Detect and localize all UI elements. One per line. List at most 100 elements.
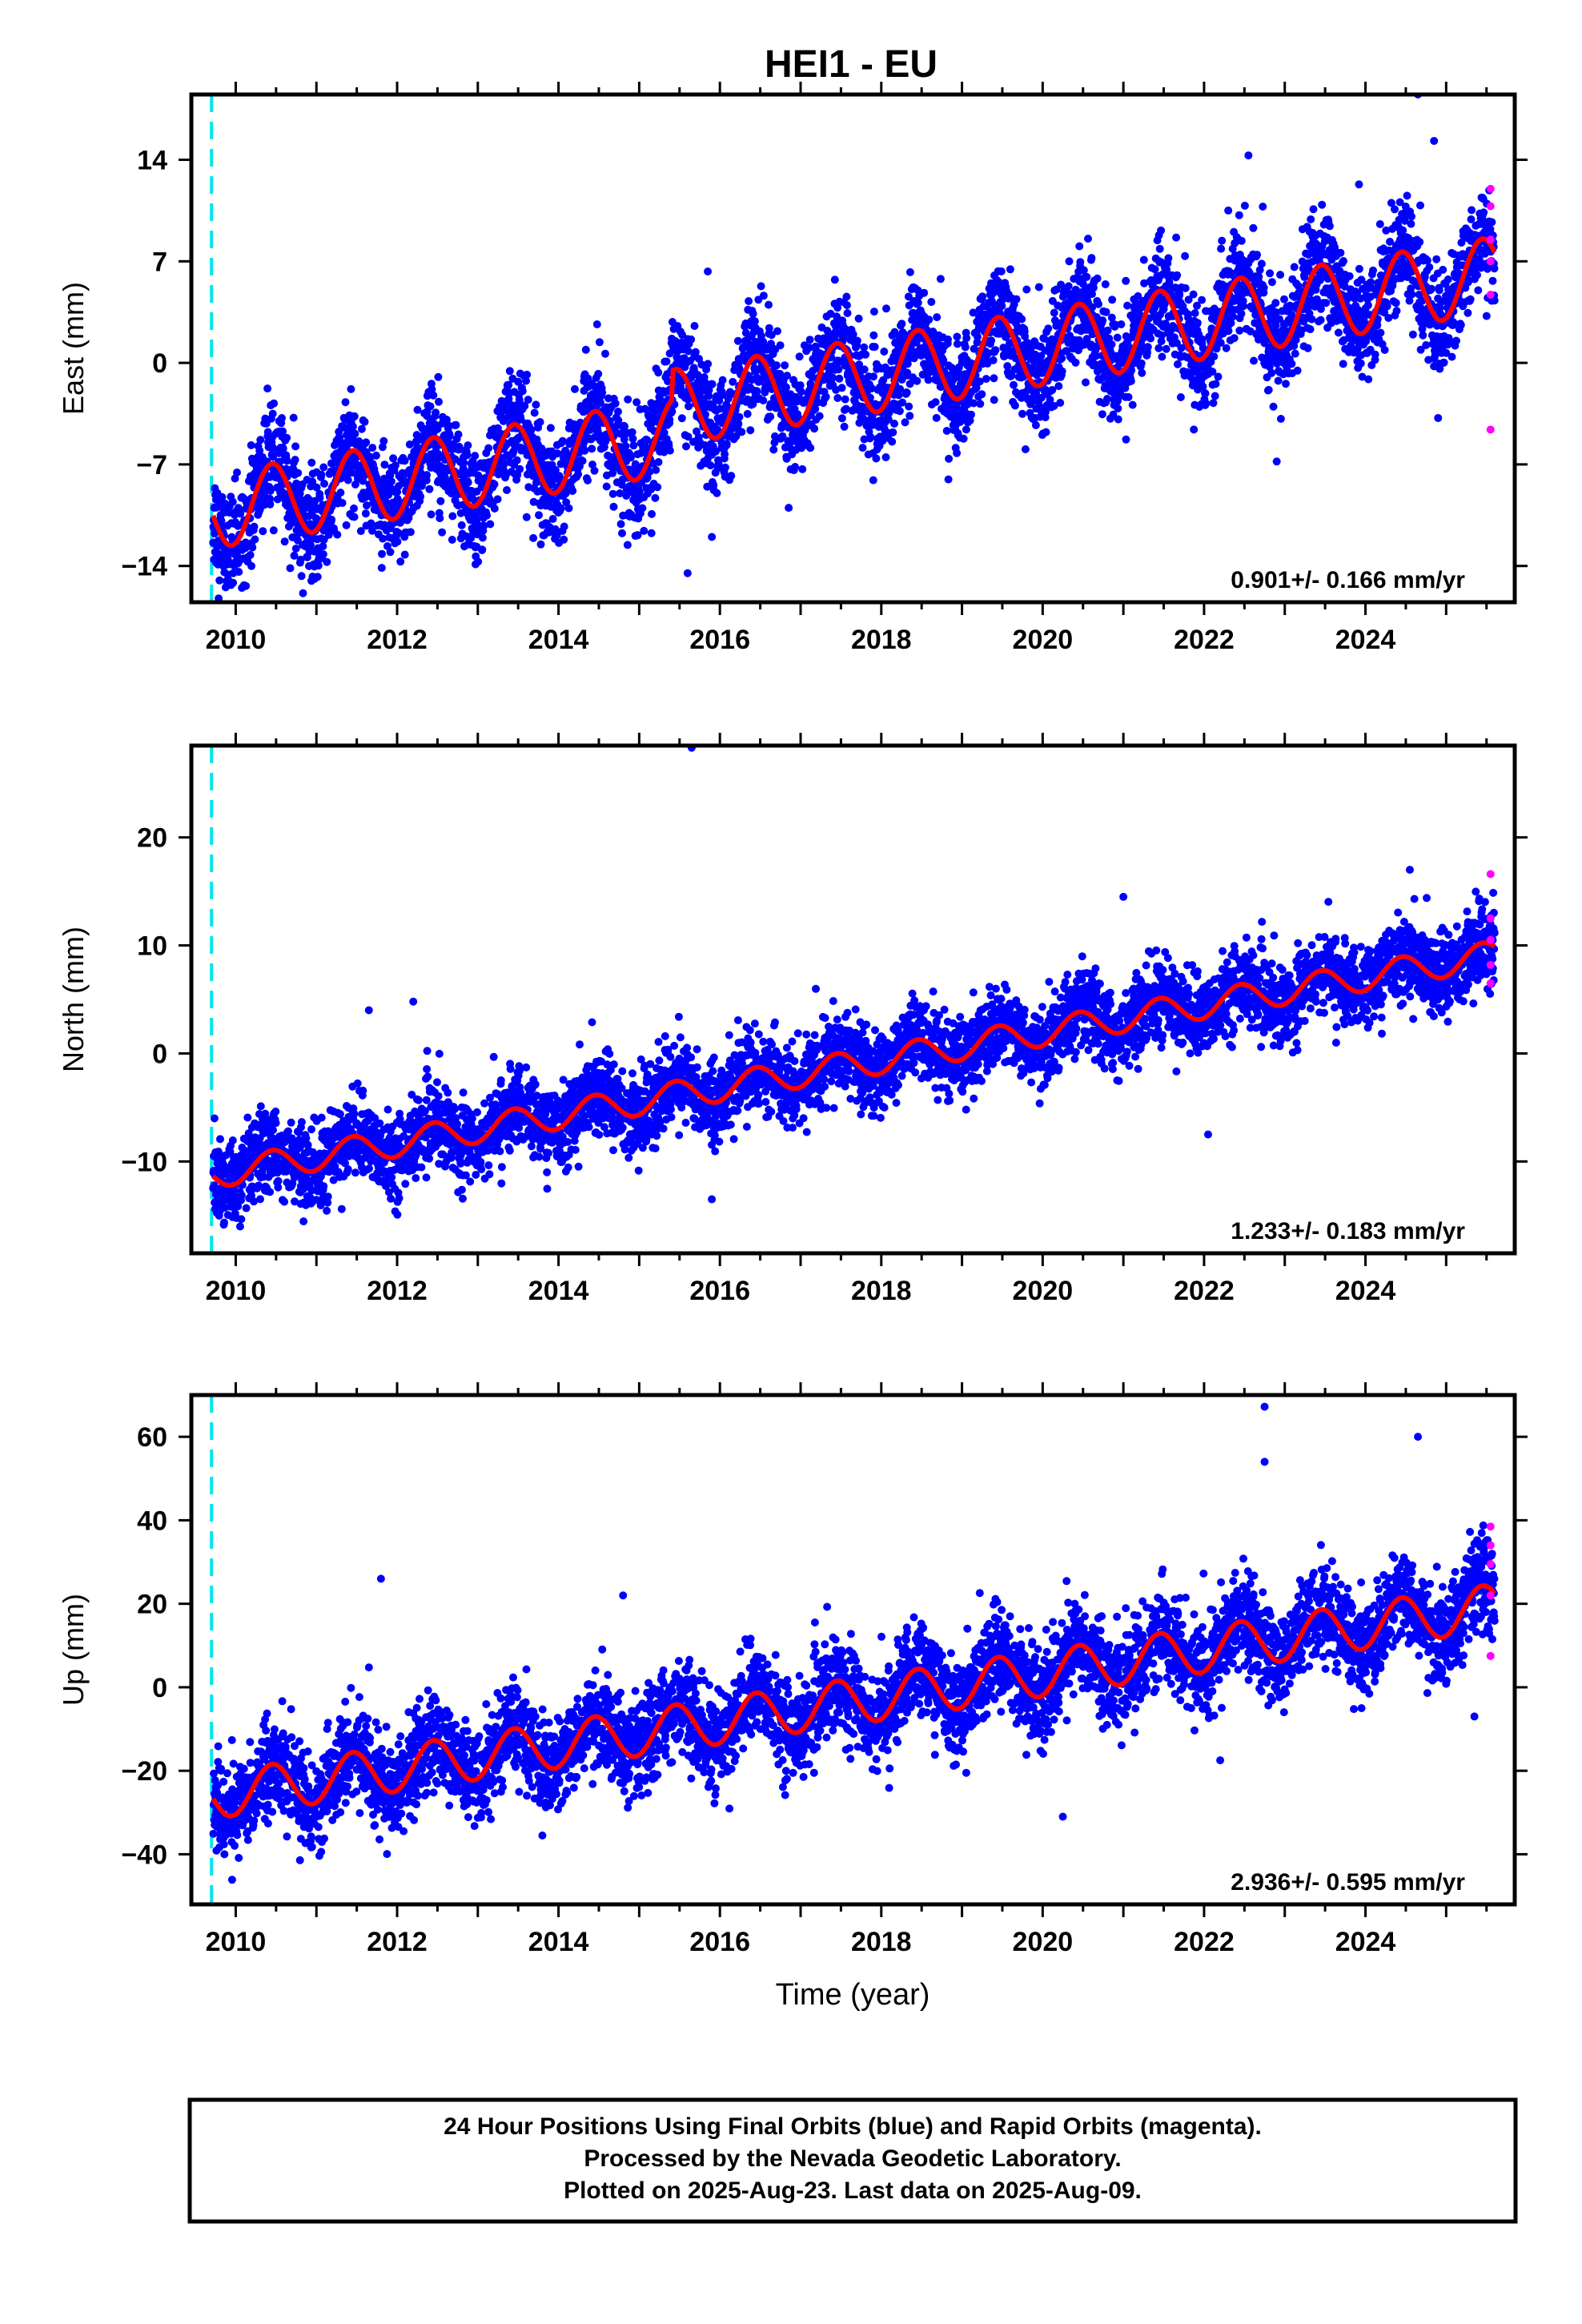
data-point bbox=[307, 458, 316, 467]
data-point bbox=[1363, 301, 1372, 310]
data-point bbox=[1280, 295, 1288, 304]
data-point bbox=[1087, 254, 1096, 263]
data-point bbox=[312, 483, 321, 492]
data-point bbox=[1214, 372, 1223, 381]
data-point bbox=[622, 492, 631, 500]
data-point bbox=[351, 429, 359, 438]
data-point bbox=[1264, 385, 1273, 394]
data-point bbox=[1399, 226, 1407, 235]
data-point bbox=[860, 343, 869, 352]
data-point bbox=[592, 320, 601, 328]
data-point bbox=[1176, 393, 1185, 401]
data-point bbox=[735, 412, 744, 421]
data-point bbox=[1267, 278, 1276, 287]
data-point bbox=[690, 322, 699, 330]
data-point bbox=[654, 458, 663, 466]
data-point bbox=[684, 347, 693, 356]
data-point bbox=[1134, 292, 1142, 300]
data-point bbox=[869, 372, 877, 381]
panels: 2010 2012 2014 2016 2018 2020 2022 20241470−7−1… bbox=[57, 82, 1528, 2012]
data-point bbox=[1193, 301, 1201, 310]
data-point bbox=[323, 557, 331, 566]
data-point bbox=[416, 493, 425, 501]
data-point bbox=[1003, 362, 1012, 371]
data-point bbox=[1249, 223, 1258, 232]
data-point bbox=[889, 428, 897, 436]
data-point bbox=[1174, 360, 1182, 368]
data-point bbox=[1088, 290, 1096, 299]
data-point bbox=[327, 515, 336, 524]
data-point bbox=[473, 514, 481, 523]
data-point bbox=[1427, 284, 1436, 293]
data-point bbox=[532, 400, 540, 409]
data-point bbox=[551, 525, 560, 533]
data-point bbox=[478, 533, 487, 542]
data-point bbox=[1309, 205, 1318, 214]
data-point bbox=[664, 377, 673, 386]
data-point bbox=[806, 444, 815, 452]
data-point bbox=[378, 443, 387, 452]
data-point bbox=[448, 536, 456, 544]
data-point bbox=[246, 551, 255, 559]
data-point bbox=[291, 456, 299, 464]
data-point bbox=[1150, 265, 1159, 274]
data-point bbox=[855, 360, 864, 369]
data-point bbox=[504, 380, 513, 389]
data-point bbox=[347, 384, 355, 393]
data-point bbox=[791, 463, 800, 471]
data-point bbox=[1339, 257, 1347, 265]
data-point bbox=[785, 504, 793, 513]
data-point bbox=[248, 543, 257, 552]
data-point bbox=[975, 377, 984, 386]
data-point bbox=[1439, 358, 1448, 367]
data-point bbox=[766, 400, 775, 408]
data-point bbox=[512, 456, 521, 464]
data-point bbox=[962, 334, 971, 343]
data-point bbox=[279, 427, 287, 436]
data-point bbox=[729, 377, 737, 386]
data-point bbox=[1198, 335, 1207, 344]
data-point bbox=[843, 309, 852, 317]
data-point bbox=[1154, 344, 1163, 352]
data-point bbox=[909, 354, 918, 363]
data-point bbox=[319, 550, 327, 559]
data-point bbox=[1300, 273, 1309, 282]
data-point bbox=[1257, 259, 1266, 268]
data-point bbox=[1435, 286, 1443, 295]
data-point bbox=[357, 424, 366, 433]
data-point bbox=[400, 550, 409, 559]
data-point bbox=[1229, 312, 1237, 321]
data-point bbox=[1364, 375, 1373, 384]
data-point bbox=[897, 320, 906, 328]
data-point bbox=[350, 412, 359, 420]
data-point bbox=[746, 426, 755, 435]
data-point bbox=[1416, 201, 1424, 210]
data-point bbox=[1276, 415, 1285, 423]
data-point bbox=[727, 472, 736, 480]
data-point bbox=[1048, 386, 1057, 394]
data-point bbox=[269, 526, 278, 535]
data-point bbox=[665, 415, 674, 424]
data-point bbox=[1122, 276, 1130, 285]
data-point bbox=[1375, 219, 1384, 228]
data-point bbox=[1407, 219, 1415, 228]
data-point bbox=[363, 501, 371, 510]
data-point bbox=[1082, 272, 1091, 281]
data-point bbox=[1109, 410, 1118, 419]
data-point bbox=[826, 309, 835, 318]
data-point bbox=[523, 370, 532, 379]
data-point bbox=[537, 444, 546, 453]
data-point bbox=[1018, 409, 1026, 418]
data-point bbox=[1407, 212, 1415, 221]
data-point bbox=[1403, 191, 1411, 200]
data-point bbox=[759, 337, 768, 346]
data-point bbox=[972, 384, 981, 392]
data-point bbox=[1272, 308, 1281, 317]
data-point bbox=[1384, 314, 1393, 322]
data-point bbox=[361, 509, 370, 518]
data-point bbox=[1339, 360, 1347, 368]
data-point bbox=[708, 380, 717, 388]
data-point bbox=[530, 408, 539, 417]
data-point bbox=[291, 442, 300, 451]
data-point bbox=[269, 444, 278, 453]
